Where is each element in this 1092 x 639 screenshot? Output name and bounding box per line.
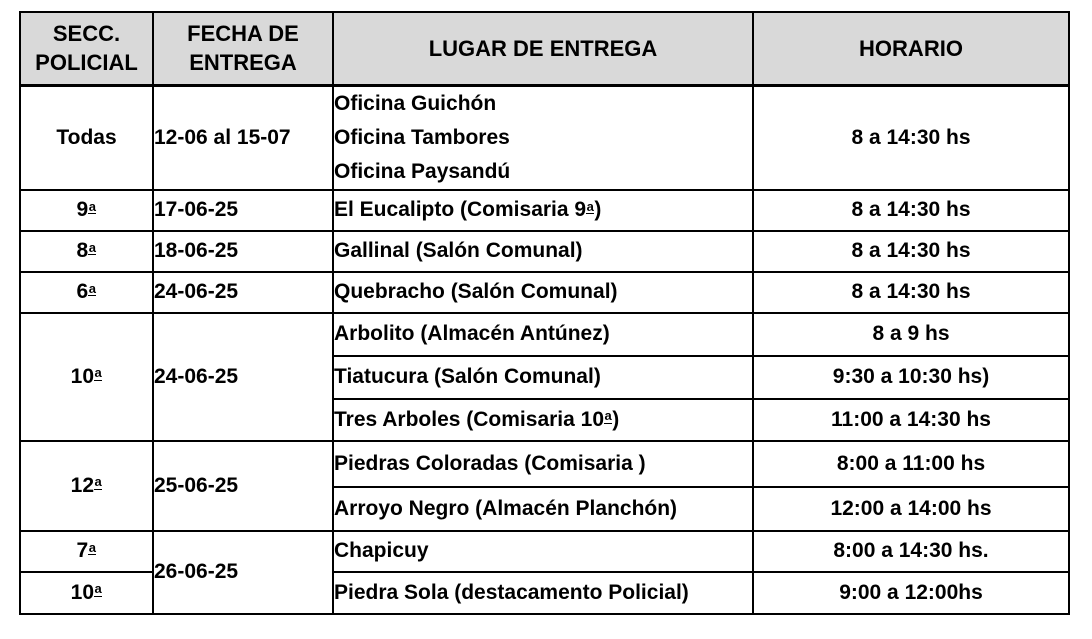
cell-lugar: Tiatucura (Salón Comunal) [332,354,754,400]
cell-secc: 6a [19,270,154,314]
cell-lugar: Piedra Sola (destacamento Policial) [332,570,754,615]
ordinal-indicator: a [88,539,97,556]
cell-horario: 8 a 14:30 hs [752,188,1070,232]
table-row: 9a 17-06-25 El Eucalipto (Comisaria 9a) … [19,188,1070,232]
header-row: SECC. POLICIAL FECHA DE ENTREGA LUGAR DE… [19,11,1070,87]
ordinal-indicator: a [94,365,103,381]
lugar-line: Oficina Tambores [334,125,510,149]
cell-horario: 12:00 a 14:00 hs [752,485,1070,532]
lugar-line: Oficina Guichón [334,91,497,115]
cell-horario: 8:00 a 11:00 hs [752,439,1070,488]
cell-secc: 10a [19,570,154,615]
table-row: Todas 12-06 al 15-07 Oficina Guichón Ofi… [19,84,1070,191]
table-row: Tres Arboles (Comisaria 10a) 11:00 a 14:… [20,397,1070,442]
cell-horario: 9:00 a 12:00hs [752,570,1070,615]
header-lugar-entrega: LUGAR DE ENTREGA [332,11,754,87]
lugar-line: Oficina Paysandú [334,159,511,183]
table-row: 10a Piedra Sola (destacamento Policial) … [19,570,1070,615]
cell-secc: 8a [19,229,154,273]
cell-fecha: 24-06-25 [152,311,334,442]
table-row: 6a 24-06-25 Quebracho (Salón Comunal) 8 … [19,270,1070,314]
cell-fecha: 24-06-25 [152,270,334,314]
ordinal-indicator: a [604,408,613,424]
cell-fecha: 17-06-25 [152,188,334,232]
cell-lugar: Chapicuy [332,529,754,573]
ordinal-indicator: a [586,198,595,215]
ordinal-indicator: a [88,198,97,215]
table-row: Arroyo Negro (Almacén Planchón) 12:00 a … [20,485,1070,532]
cell-secc: 7a [19,529,154,573]
ordinal-indicator: a [88,239,97,256]
cell-horario: 8 a 14:30 hs [752,229,1070,273]
table-row: 8a 18-06-25 Gallinal (Salón Comunal) 8 a… [19,229,1070,273]
cell-secc: 10a [19,311,154,442]
cell-lugar: Quebracho (Salón Comunal) [332,270,754,314]
cell-secc: 12a [19,439,154,532]
cell-horario: 8 a 14:30 hs [752,270,1070,314]
cell-lugar: Piedras Coloradas (Comisaria ) [332,439,754,488]
cell-horario: 8 a 9 hs [752,311,1070,357]
cell-lugar: Gallinal (Salón Comunal) [332,229,754,273]
cell-horario: 8:00 a 14:30 hs. [752,529,1070,573]
header-secc-policial: SECC. POLICIAL [19,11,154,87]
cell-secc: Todas [19,84,154,191]
cell-fecha: 12-06 al 15-07 [152,84,334,191]
cell-horario: 8 a 14:30 hs [752,84,1070,191]
cell-fecha: 26-06-25 [152,529,334,615]
cell-fecha: 25-06-25 [152,439,334,532]
header-fecha-entrega: FECHA DE ENTREGA [152,11,334,87]
delivery-schedule-table: SECC. POLICIAL FECHA DE ENTREGA LUGAR DE… [19,11,1070,615]
cell-fecha: 18-06-25 [152,229,334,273]
table-row: Tiatucura (Salón Comunal) 9:30 a 10:30 h… [20,354,1070,400]
cell-lugar: Oficina Guichón Oficina Tambores Oficina… [332,84,754,191]
cell-lugar: Tres Arboles (Comisaria 10a) [332,397,754,442]
cell-secc: 9a [19,188,154,232]
cell-horario: 11:00 a 14:30 hs [752,397,1070,442]
cell-lugar: Arbolito (Almacén Antúnez) [332,311,754,357]
ordinal-indicator: a [88,280,97,297]
table-row: 10a 24-06-25 Arbolito (Almacén Antúnez) … [19,311,1070,442]
cell-lugar: Arroyo Negro (Almacén Planchón) [332,485,754,532]
table-row: 7a 26-06-25 Chapicuy 8:00 a 14:30 hs. [19,529,1070,615]
table-row: 12a 25-06-25 Piedras Coloradas (Comisari… [19,439,1070,532]
cell-lugar: El Eucalipto (Comisaria 9a) [332,188,754,232]
cell-horario: 9:30 a 10:30 hs) [752,354,1070,400]
header-horario: HORARIO [752,11,1070,87]
ordinal-indicator: a [94,581,103,597]
ordinal-indicator: a [94,474,103,490]
